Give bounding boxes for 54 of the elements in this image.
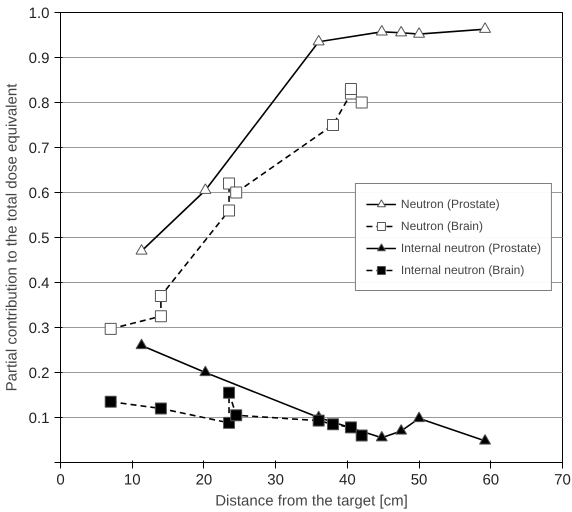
point xyxy=(199,183,212,194)
point xyxy=(327,418,340,430)
point xyxy=(413,27,426,38)
point xyxy=(136,244,148,255)
legend-label: Internal neutron (Brain) xyxy=(400,263,524,277)
y-tick-label: 0.2 xyxy=(28,365,50,382)
point xyxy=(413,412,426,422)
point xyxy=(395,26,408,36)
y-tick-label: 0.7 xyxy=(28,140,50,157)
x-tick-label: 50 xyxy=(410,472,428,488)
point xyxy=(154,402,167,414)
y-tick-label: 0.8 xyxy=(28,95,50,112)
x-tick-label: 60 xyxy=(482,472,500,488)
point xyxy=(344,83,357,95)
point xyxy=(479,22,492,33)
point xyxy=(312,414,325,427)
point xyxy=(356,430,368,442)
point xyxy=(136,338,148,350)
point xyxy=(356,96,368,108)
point xyxy=(104,322,117,335)
y-tick-label: 0.3 xyxy=(28,320,50,337)
point xyxy=(199,366,212,376)
y-tick-label: 0.5 xyxy=(28,230,50,247)
point xyxy=(395,424,408,435)
point xyxy=(154,310,167,322)
x-tick-label: 70 xyxy=(554,472,571,488)
point xyxy=(344,421,357,434)
x-tick-label: 10 xyxy=(124,472,141,488)
x-tick-label: 0 xyxy=(56,472,65,488)
legend-label: Internal neutron (Prostate) xyxy=(400,241,541,255)
point xyxy=(376,25,388,36)
y-tick-label: 0.9 xyxy=(28,50,50,67)
point xyxy=(479,434,492,445)
x-tick-label: 20 xyxy=(196,472,212,488)
legend-label: Neutron (Prostate) xyxy=(400,197,500,211)
legend-label: Neutron (Brain) xyxy=(400,219,483,233)
point xyxy=(230,409,242,422)
point xyxy=(223,386,236,399)
x-tick-label: 30 xyxy=(267,472,284,488)
x-axis-title: Distance from the target [cm] xyxy=(215,492,408,510)
y-tick-label: 0.4 xyxy=(28,275,50,292)
point xyxy=(223,204,236,216)
point xyxy=(230,186,242,198)
y-axis-title: Partial contribution to the total dose equivalent xyxy=(4,82,21,392)
y-tick-label: 0.1 xyxy=(28,410,50,427)
point xyxy=(223,178,236,190)
point xyxy=(312,34,325,46)
y-tick-label: 0.6 xyxy=(28,185,50,202)
x-tick-label: 40 xyxy=(339,472,356,488)
point xyxy=(154,290,167,302)
point xyxy=(376,430,388,442)
point xyxy=(327,119,340,131)
y-tick-label: 1.0 xyxy=(28,5,50,22)
point xyxy=(104,396,117,408)
